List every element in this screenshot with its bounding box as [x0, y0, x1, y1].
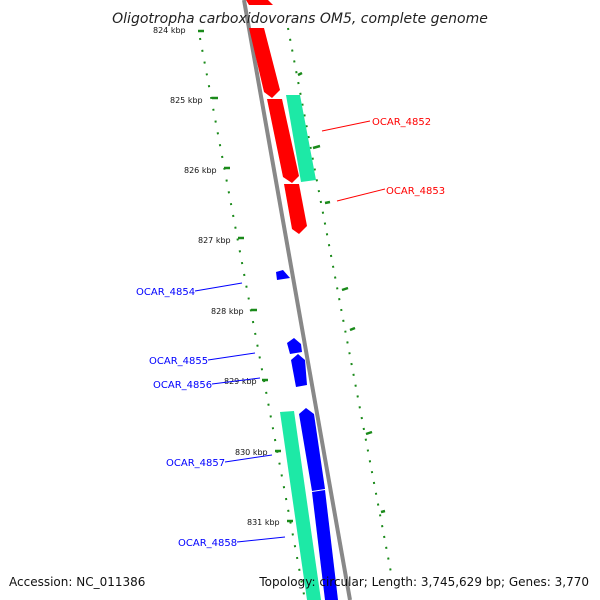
gene-ocar-4851	[249, 28, 280, 98]
accession-text: Accession: NC_011386	[9, 575, 145, 589]
genome-backbone	[242, 0, 352, 600]
gene-label-ocar-4858: OCAR_4858	[178, 538, 237, 549]
gene-ocar-4852	[267, 99, 299, 183]
tick-label-829: 829 kbp	[224, 377, 257, 386]
tick-label-824: 824 kbp	[153, 26, 186, 35]
tick-marks	[198, 29, 293, 523]
gene-label-ocar-4855: OCAR_4855	[149, 356, 208, 367]
tick-label-825: 825 kbp	[170, 96, 203, 105]
tick-label-830: 830 kbp	[235, 448, 268, 457]
gene-ocar-4855	[287, 338, 302, 354]
tick-label-831: 831 kbp	[247, 518, 280, 527]
leader-lines	[194, 120, 386, 543]
gene-label-ocar-4852: OCAR_4852	[372, 117, 431, 128]
gc-dots-inner	[199, 37, 306, 600]
tick-label-828: 828 kbp	[211, 307, 244, 316]
gene-ocar-4854	[276, 270, 290, 280]
gene-red-top	[246, 0, 273, 5]
tick-label-826: 826 kbp	[184, 166, 217, 175]
tick-label-827: 827 kbp	[198, 236, 231, 245]
gc-skew-marks	[297, 71, 386, 514]
gene-ocar-4858	[312, 490, 338, 600]
gene-features	[246, 0, 338, 600]
gene-label-ocar-4853: OCAR_4853	[386, 186, 445, 197]
map-title: Oligotropha carboxidovorans OM5, complet…	[112, 11, 488, 27]
gene-ocar-4853	[284, 184, 307, 234]
gene-ocar-4856	[291, 354, 307, 387]
gene-label-ocar-4854: OCAR_4854	[136, 287, 195, 298]
feature-teal-825	[286, 95, 316, 182]
gene-label-ocar-4857: OCAR_4857	[166, 458, 225, 469]
gene-label-ocar-4856: OCAR_4856	[153, 380, 212, 391]
gene-ocar-4857	[299, 408, 325, 491]
feature-teal-830	[280, 411, 321, 600]
genome-summary-text: Topology: circular; Length: 3,745,629 bp…	[258, 575, 589, 589]
